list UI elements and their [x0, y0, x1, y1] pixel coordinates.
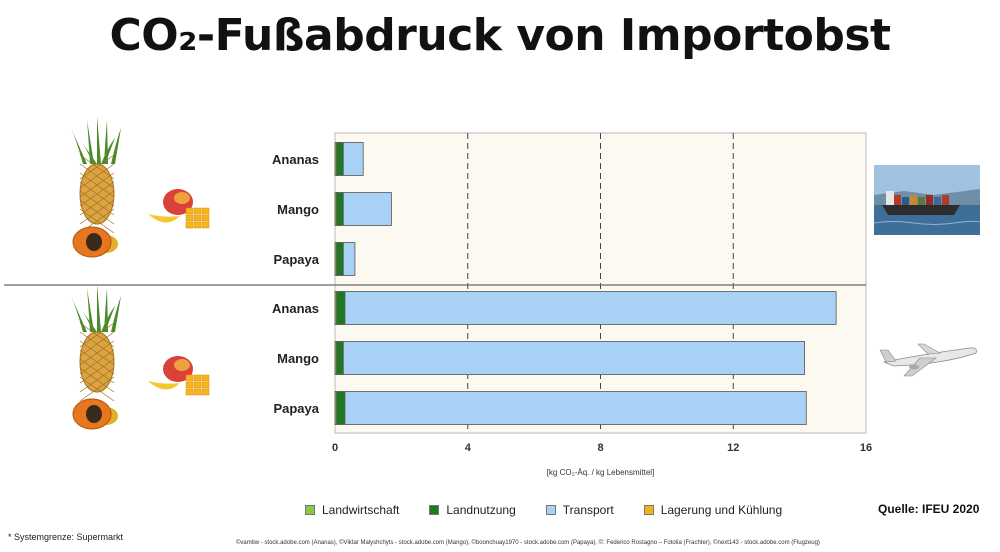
footnote: * Systemgrenze: Supermarkt: [8, 532, 124, 542]
legend-label: Landnutzung: [446, 503, 516, 517]
legend-swatch: [305, 505, 315, 515]
x-tick-label: 4: [465, 442, 472, 454]
bar-segment-landnutzung: [336, 192, 344, 226]
category-label: Papaya: [273, 401, 319, 416]
bar-segment-landnutzung: [336, 142, 344, 176]
bar-segment-transport: [342, 192, 392, 226]
bar-segment-landnutzung: [336, 341, 344, 375]
bar-segment-transport: [344, 391, 807, 425]
mango-icon: [148, 356, 210, 396]
page-title: CO₂-Fußabdruck von Importobst: [109, 10, 891, 61]
bars: [334, 142, 837, 425]
bar-segment-transport: [342, 341, 806, 375]
x-axis-label: [kg CO₂-Äq. / kg Lebensmittel]: [547, 468, 655, 477]
mango-icon: [148, 189, 210, 229]
pictures: [71, 116, 981, 430]
bar-segment-transport: [342, 142, 364, 176]
legend-label: Transport: [562, 503, 614, 517]
legend-item: Landwirtschaft: [305, 503, 399, 517]
legend-swatch: [643, 505, 654, 515]
legend: Landwirtschaft Landnutzung Transport Lageru…: [305, 503, 782, 517]
pineapple-icon: [71, 284, 121, 402]
bar-segment-landnutzung: [336, 391, 346, 425]
legend-item: Lagerung und Kühlung: [643, 503, 783, 517]
legend-swatch: [545, 505, 556, 515]
x-tick-label: 0: [332, 442, 338, 454]
papaya-icon: [72, 398, 118, 430]
grid-lines: [467, 133, 734, 433]
pineapple-icon: [71, 116, 121, 234]
legend-swatch: [429, 505, 440, 515]
category-label: Mango: [277, 202, 319, 217]
papaya-icon: [72, 226, 118, 258]
category-label: Ananas: [272, 301, 319, 316]
x-tick-label: 16: [860, 442, 872, 454]
bar-segment-landnutzung: [336, 242, 344, 276]
source-label: Quelle: IFEU 2020: [878, 502, 980, 516]
legend-item: Transport: [545, 503, 614, 517]
category-label: Mango: [277, 351, 319, 366]
category-label: Papaya: [273, 252, 319, 267]
legend-label: Lagerung und Kühlung: [660, 503, 783, 517]
legend-item: Landnutzung: [429, 503, 516, 517]
x-tick-label: 12: [727, 442, 739, 454]
airplane-icon: [879, 343, 977, 377]
legend-label: Landwirtschaft: [322, 503, 400, 517]
bar-segment-landnutzung: [336, 291, 346, 325]
x-tick-labels: 0 4 8 12 16: [332, 442, 872, 454]
bar-segment-transport: [342, 242, 356, 276]
bar-segment-transport: [344, 291, 837, 325]
ship-icon: [873, 165, 981, 235]
image-credits: ©vamtiw - stock.adobe.com (Ananas), ©Vik…: [236, 540, 820, 546]
category-label: Ananas: [272, 152, 319, 167]
x-tick-label: 8: [597, 442, 603, 454]
category-labels: Ananas Mango Papaya Ananas Mango Papaya: [272, 152, 320, 416]
